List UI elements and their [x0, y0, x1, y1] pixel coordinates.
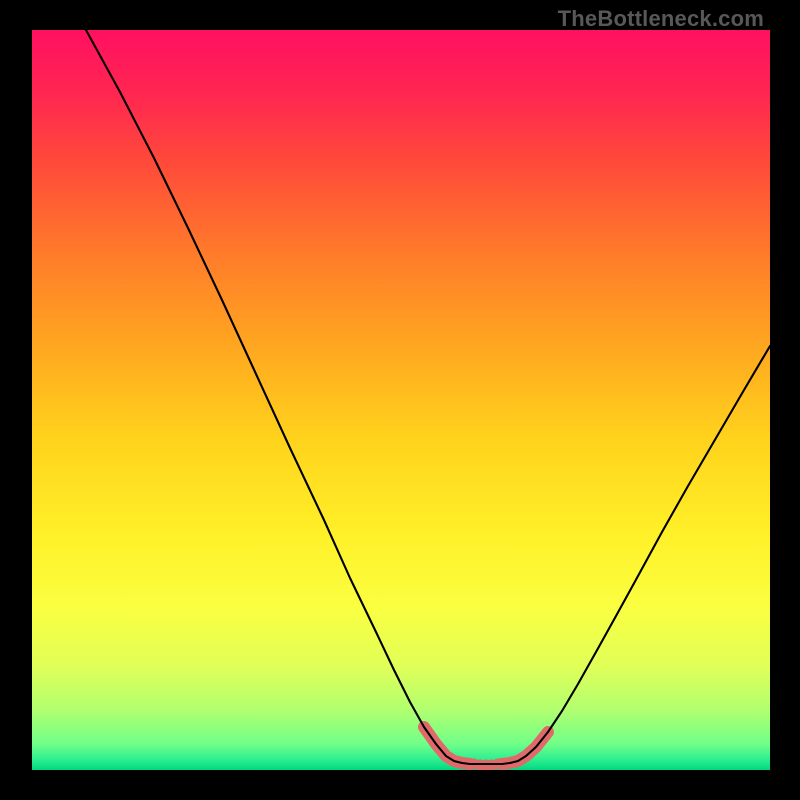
watermark-text: TheBottleneck.com	[558, 6, 764, 32]
main-curve	[86, 30, 770, 764]
chart-frame: TheBottleneck.com	[0, 0, 800, 800]
highlight-segment	[424, 727, 470, 764]
plot-area	[32, 30, 770, 770]
highlight-segment	[502, 732, 548, 764]
curve-layer	[32, 30, 770, 770]
